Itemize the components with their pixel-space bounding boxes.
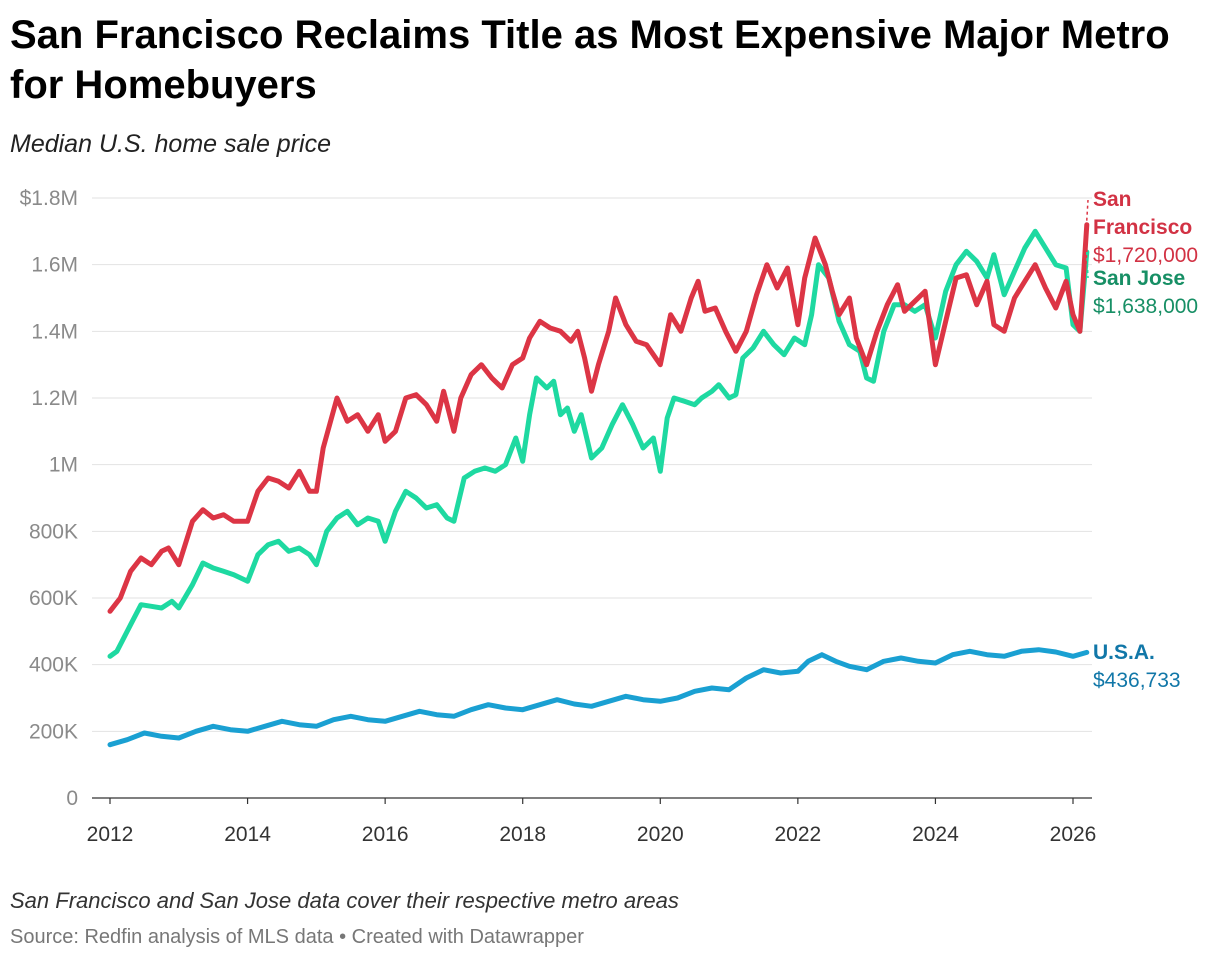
x-axis: 2012 2014 2016 2018 2020 2022 2024 2026 bbox=[87, 798, 1097, 846]
series-line-u-s-a bbox=[107, 647, 1090, 748]
x-tick-label: 2012 bbox=[87, 823, 134, 846]
y-axis: 0 200K 400K 600K 800K 1M 1.2M 1.4M 1.6M $1.8M bbox=[20, 187, 78, 810]
san-francisco-leader-line bbox=[1086, 199, 1089, 221]
san-francisco-end-value: $1,720,000 bbox=[1093, 244, 1198, 267]
x-tick-label: 2022 bbox=[774, 823, 821, 846]
usa-end-value: $436,733 bbox=[1093, 669, 1181, 692]
san-francisco-series-name: San Francisco bbox=[1093, 188, 1192, 239]
chart-source: Source: Redfin analysis of MLS data • Cr… bbox=[10, 926, 584, 948]
y-tick-label: $1.8M bbox=[20, 187, 78, 210]
x-tick-label: 2026 bbox=[1050, 823, 1097, 846]
x-tick-label: 2024 bbox=[912, 823, 959, 846]
y-tick-label: 1.4M bbox=[31, 320, 78, 343]
series-line-san-jose bbox=[107, 228, 1090, 659]
y-tick-label: 1.2M bbox=[31, 387, 78, 410]
y-tick-label: 600K bbox=[29, 587, 78, 610]
line-chart: 0 200K 400K 600K 800K 1M 1.2M 1.4M 1.6M $1.8M 201… bbox=[20, 187, 1198, 846]
y-tick-label: 800K bbox=[29, 520, 78, 543]
y-tick-label: 1M bbox=[49, 454, 78, 477]
x-tick-label: 2018 bbox=[499, 823, 546, 846]
x-tick-label: 2020 bbox=[637, 823, 684, 846]
san-jose-leader-line bbox=[1086, 251, 1089, 279]
chart-subtitle: Median U.S. home sale price bbox=[10, 130, 331, 158]
x-tick-label: 2016 bbox=[362, 823, 409, 846]
x-tick-label: 2014 bbox=[224, 823, 271, 846]
san-jose-series-name: San Jose bbox=[1093, 267, 1185, 290]
chart-note: San Francisco and San Jose data cover th… bbox=[10, 888, 679, 913]
series-line-san-francisco bbox=[107, 222, 1090, 614]
y-tick-label: 1.6M bbox=[31, 254, 78, 277]
gridlines bbox=[92, 197, 1092, 799]
usa-series-name: U.S.A. bbox=[1093, 641, 1155, 664]
series-lines bbox=[107, 222, 1090, 748]
y-tick-label: 0 bbox=[66, 787, 78, 810]
san-jose-end-value: $1,638,000 bbox=[1093, 295, 1198, 318]
chart-title: San Francisco Reclaims Title as Most Exp… bbox=[10, 13, 1170, 107]
y-tick-label: 200K bbox=[29, 720, 78, 743]
y-tick-label: 400K bbox=[29, 654, 78, 677]
